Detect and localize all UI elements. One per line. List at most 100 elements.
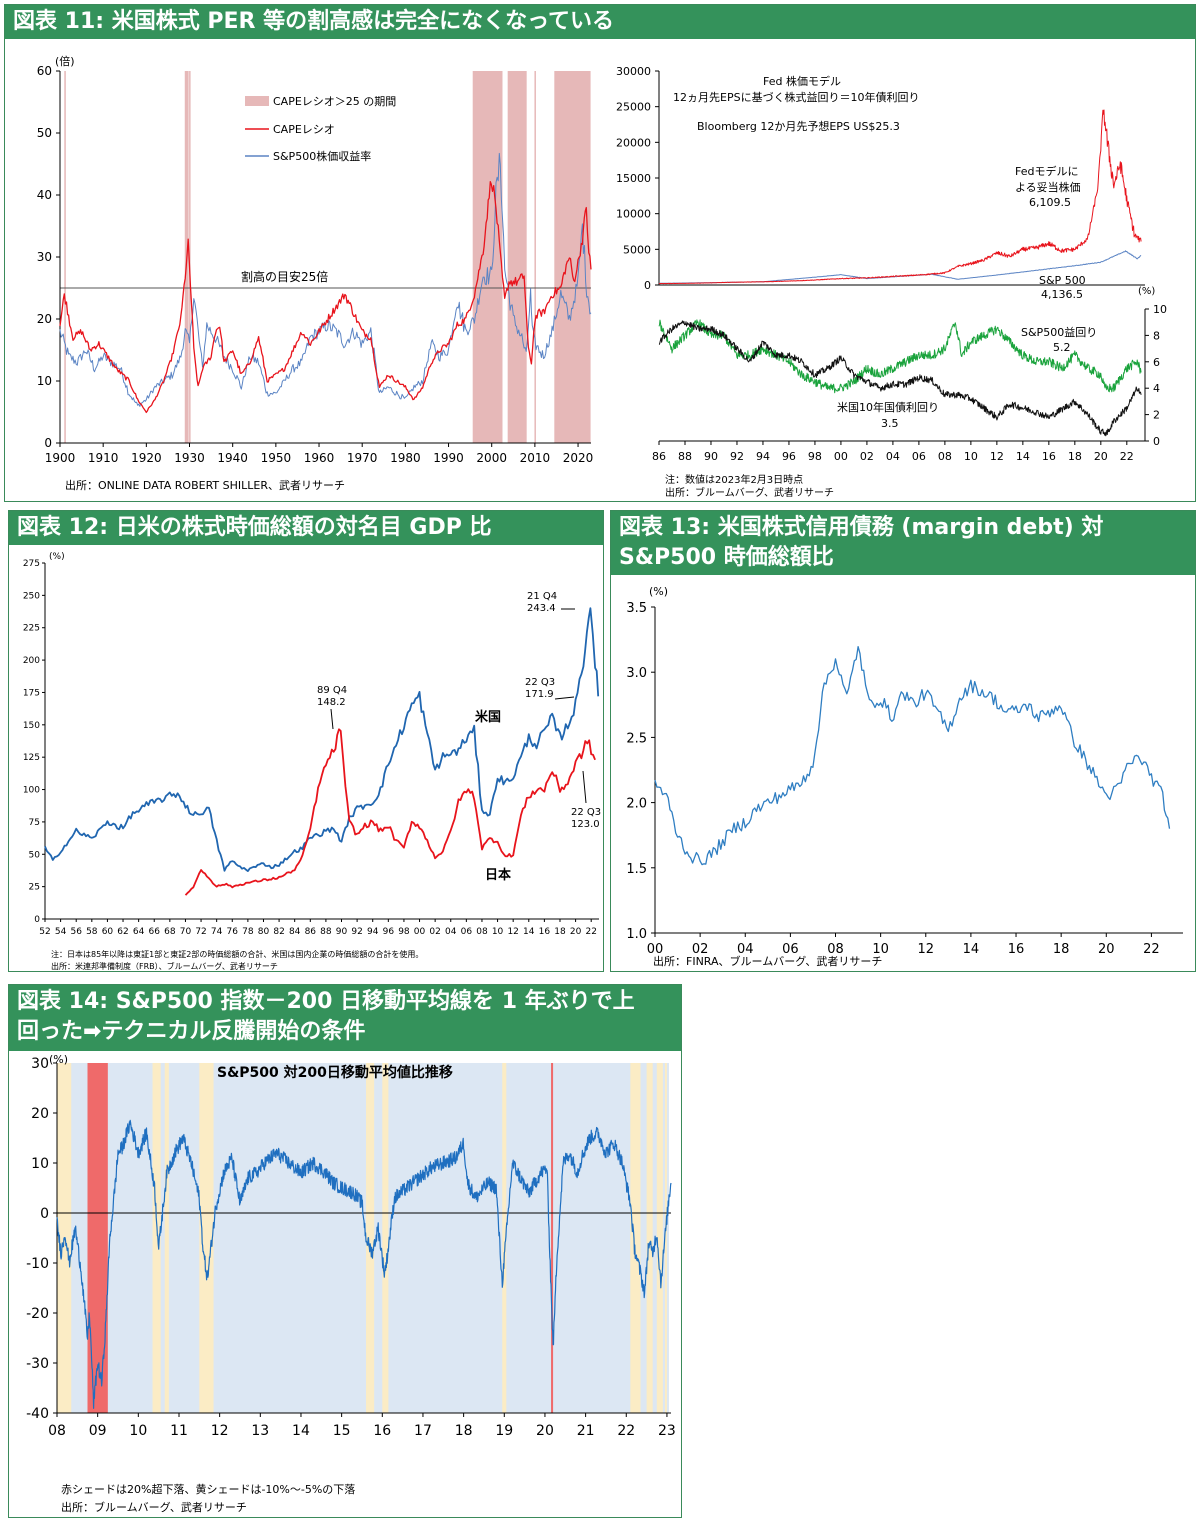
ma200-x-tick-label: 17 bbox=[414, 1423, 432, 1439]
figure-13-panel: 図表 13: 米国株式信用債務 (margin debt) 対 S&P500 時… bbox=[610, 510, 1196, 972]
yield-y-tick-label: 2 bbox=[1153, 409, 1160, 422]
market-cap-note-1: 注：日本は85年以降は東証1部と東証2部の時価総額の合計、米国は国内企業の時価総… bbox=[51, 949, 423, 959]
ma200-shading bbox=[57, 1063, 669, 1413]
yield-x-tick-label: 88 bbox=[678, 450, 692, 463]
ma200-x-tick-label: 14 bbox=[292, 1423, 310, 1439]
yield-x-tick-label: 14 bbox=[1016, 450, 1030, 463]
ann-89q4-1: 89 Q4 bbox=[317, 685, 347, 696]
market-cap-x-tick-label: 62 bbox=[117, 927, 128, 937]
margin-debt-y-tick-label: 2.5 bbox=[626, 731, 647, 746]
cape-x-tick-label: 1990 bbox=[433, 451, 464, 465]
ma200-x-tick-label: 13 bbox=[251, 1423, 269, 1439]
cape-shade-band bbox=[472, 71, 503, 443]
ma200-yellow-band bbox=[366, 1063, 375, 1413]
yield-x-tick-label: 00 bbox=[834, 450, 848, 463]
yield-x-tick-label: 22 bbox=[1120, 450, 1134, 463]
yield-y-tick-label: 6 bbox=[1153, 356, 1160, 369]
us-label: 米国 bbox=[475, 709, 501, 725]
jp-market-cap-line bbox=[184, 728, 596, 896]
yield-x-tick-label: 18 bbox=[1068, 450, 1082, 463]
yield-y-tick-label: 0 bbox=[1153, 435, 1160, 448]
treasury-yield-line bbox=[658, 320, 1142, 437]
market-cap-y-tick-label: 200 bbox=[23, 656, 40, 666]
cape-x-tick-label: 1970 bbox=[347, 451, 378, 465]
ma200-yellow-band bbox=[502, 1063, 507, 1413]
margin-debt-x-tick-label: 10 bbox=[872, 942, 889, 957]
margin-debt-x-tick-label: 22 bbox=[1143, 942, 1160, 957]
market-cap-y-tick-label: 250 bbox=[23, 591, 40, 601]
cape-chart: 割高の目安25倍 0 10 20 30 40 50 60 1900 1910 1920 1930 19… bbox=[37, 54, 594, 492]
market-cap-x-tick-label: 00 bbox=[414, 927, 426, 937]
yield-x-tick-label: 06 bbox=[912, 450, 926, 463]
yield-x-tick-label: 92 bbox=[730, 450, 744, 463]
yield-x-tick-label: 10 bbox=[964, 450, 978, 463]
earnings-yield-line bbox=[658, 319, 1142, 394]
margin-debt-axes: 1.0 1.5 2.0 2.5 3.0 3.5 00 02 04 06 08 10 12 14 16 18 20… bbox=[626, 601, 1183, 957]
ma200-y-tick-label: 0 bbox=[40, 1206, 49, 1222]
cape-x-tick-label: 1980 bbox=[390, 451, 421, 465]
us-market-cap-line bbox=[44, 607, 600, 872]
yield-x-tick-label: 04 bbox=[886, 450, 900, 463]
sp500-value: 4,136.5 bbox=[1041, 288, 1083, 301]
market-cap-x-tick-label: 72 bbox=[195, 927, 206, 937]
earnings-yield-value: 5.2 bbox=[1053, 341, 1071, 354]
margin-debt-x-tick-label: 14 bbox=[963, 942, 980, 957]
cape-y-tick-label: 20 bbox=[37, 312, 52, 326]
yield-x-tick-label: 96 bbox=[782, 450, 796, 463]
ann-22q3-us-1: 22 Q3 bbox=[525, 677, 555, 688]
ma200-yellow-band bbox=[199, 1063, 214, 1413]
market-cap-y-tick-label: 150 bbox=[23, 721, 40, 731]
fed-top-y-tick-label: 25000 bbox=[616, 101, 651, 114]
cape-x-tick-label: 1900 bbox=[45, 451, 76, 465]
margin-debt-y-tick-label: 3.5 bbox=[626, 601, 647, 616]
margin-debt-x-tick-label: 08 bbox=[827, 942, 844, 957]
ma200-red-band bbox=[551, 1063, 554, 1413]
yield-x-tick-label: 08 bbox=[938, 450, 952, 463]
margin-debt-line bbox=[654, 646, 1171, 866]
cape-x-tick-label: 1920 bbox=[131, 451, 162, 465]
legend-shade-label: CAPEレシオ＞25 の期間 bbox=[273, 95, 396, 108]
market-cap-x-tick-label: 84 bbox=[289, 927, 301, 937]
ma200-title: S&P500 対200日移動平均値比推移 bbox=[217, 1064, 453, 1081]
cape-source: 出所：ONLINE DATA ROBERT SHILLER、武者リサーチ bbox=[65, 478, 345, 492]
market-cap-note-2: 出所：米連邦準備制度（FRB）、ブルームバーグ、武者リサーチ bbox=[51, 961, 278, 971]
fed-title-1: Fed 株価モデル bbox=[763, 74, 841, 88]
ann-22q3-us-arrow bbox=[554, 696, 575, 700]
margin-debt-y-unit: (%) bbox=[649, 585, 668, 598]
margin-debt-x-tick-label: 00 bbox=[647, 942, 664, 957]
fed-value-label-2: よる妥当株価 bbox=[1015, 180, 1081, 194]
fed-top-y-tick-label: 10000 bbox=[616, 208, 651, 221]
market-cap-x-tick-label: 52 bbox=[39, 927, 50, 937]
market-cap-gdp-chart: 0 25 50 75 100 125 150 175 200 225 250 275 52 54 56 58 6… bbox=[23, 552, 601, 971]
ma200-x-tick-label: 20 bbox=[536, 1423, 554, 1439]
jp-label: 日本 bbox=[485, 867, 511, 883]
ann-89q4-arrow bbox=[330, 708, 334, 730]
cape-y-tick-label: 30 bbox=[37, 250, 52, 264]
margin-debt-y-tick-label: 2.0 bbox=[626, 797, 647, 812]
yield-x-tick-label: 20 bbox=[1094, 450, 1108, 463]
margin-debt-y-tick-label: 1.0 bbox=[626, 927, 647, 942]
market-cap-x-tick-label: 14 bbox=[523, 927, 535, 937]
ma200-x-tick-label: 08 bbox=[48, 1423, 66, 1439]
market-cap-y-unit: (%) bbox=[49, 552, 65, 562]
yield-y-tick-label: 4 bbox=[1153, 382, 1160, 395]
market-cap-y-tick-label: 225 bbox=[23, 624, 40, 634]
ma200-deviation-line bbox=[56, 1119, 672, 1409]
yield-y-tick-label: 8 bbox=[1153, 329, 1160, 342]
fed-note-1: 注：数値は2023年2月3日時点 bbox=[665, 473, 803, 486]
market-cap-y-tick-label: 0 bbox=[34, 915, 40, 925]
market-cap-x-tick-label: 06 bbox=[461, 927, 473, 937]
sp500-label: S&P 500 bbox=[1039, 274, 1086, 287]
market-cap-x-tick-label: 18 bbox=[554, 927, 566, 937]
cape-x-tick-label: 1950 bbox=[261, 451, 292, 465]
ma200-yellow-band bbox=[630, 1063, 641, 1413]
threshold-label: 割高の目安25倍 bbox=[241, 269, 328, 284]
market-cap-x-tick-label: 78 bbox=[242, 927, 254, 937]
market-cap-y-tick-label: 125 bbox=[23, 753, 40, 763]
yield-x-tick-label: 90 bbox=[704, 450, 718, 463]
yield-x-tick-label: 02 bbox=[860, 450, 874, 463]
cape-y-tick-label: 60 bbox=[37, 64, 52, 78]
ann-22q3-jp-arrow bbox=[582, 770, 587, 804]
market-cap-x-tick-label: 02 bbox=[429, 927, 440, 937]
